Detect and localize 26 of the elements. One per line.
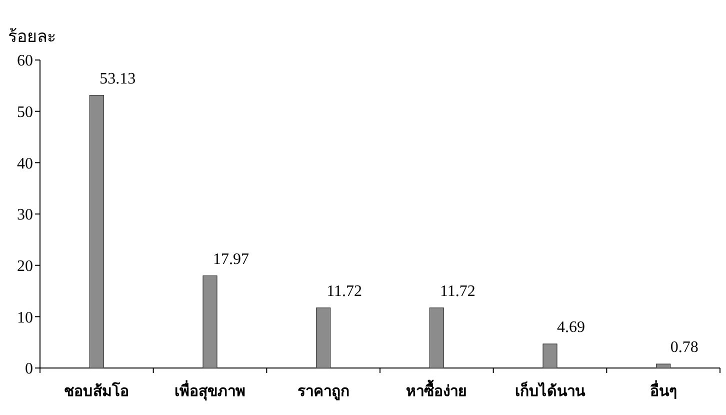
data-label: 11.72 [440, 282, 476, 300]
y-tick-label: 0 [25, 360, 33, 378]
y-tick-label: 30 [17, 206, 33, 224]
x-tick-label: อื่นๆ [650, 380, 677, 400]
y-tick-label: 20 [17, 258, 33, 275]
bar [542, 344, 558, 368]
x-tick-label: เก็บได้นาน [515, 381, 586, 400]
x-tick-label: หาซื้อง่าย [406, 379, 468, 400]
data-label: 0.78 [670, 338, 698, 356]
x-tick-label: ชอบส้มโอ [64, 381, 130, 400]
bar [316, 308, 331, 368]
data-label: 11.72 [326, 282, 362, 300]
bar [202, 275, 218, 368]
bar [429, 308, 444, 368]
x-tick-label: เพื่อสุขภาพ [174, 380, 246, 401]
y-tick-label: 40 [17, 155, 33, 172]
data-label: 17.97 [213, 250, 249, 268]
data-label: 53.13 [100, 70, 136, 88]
bar [89, 94, 104, 368]
y-tick-label: 50 [17, 104, 33, 121]
data-label: 4.69 [557, 318, 585, 336]
y-tick-label: 10 [17, 309, 33, 326]
y-axis-title: ร้อยละ [8, 27, 56, 46]
bar [656, 364, 671, 368]
y-tick-label: 60 [17, 52, 33, 70]
x-tick-label: ราคาถูก [297, 384, 350, 401]
